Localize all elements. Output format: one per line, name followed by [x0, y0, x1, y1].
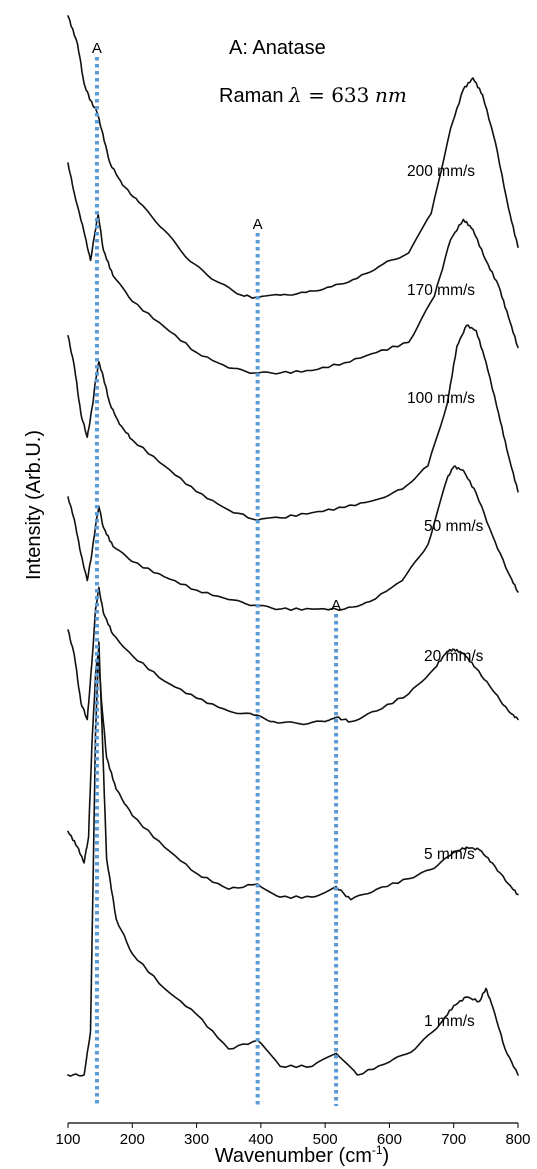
y-axis-title: Intensity (Arb.U.)	[23, 430, 45, 580]
x-tick-label: 800	[505, 1131, 530, 1148]
x-tick-label: 100	[55, 1131, 80, 1148]
x-tick-label: 700	[441, 1131, 466, 1148]
legend-title: A: Anatase	[229, 37, 326, 59]
spectrum-line	[67, 162, 519, 375]
series-label: 1 mm/s	[424, 1013, 475, 1030]
x-tick-label: 600	[377, 1131, 402, 1148]
spectra-curves	[67, 15, 519, 1077]
legend-raman-wavelength: Raman λ = 633 nm	[219, 83, 407, 107]
series-label: 50 mm/s	[424, 518, 484, 535]
spectrum-line	[67, 641, 519, 1077]
series-label: 20 mm/s	[424, 648, 484, 665]
spectrum-line	[67, 651, 519, 901]
series-label: 200 mm/s	[407, 163, 475, 180]
x-tick-label: 400	[248, 1131, 273, 1148]
spectrum-line	[67, 465, 519, 611]
peak-marker-label: A	[92, 40, 102, 57]
spectrum-line	[67, 15, 519, 299]
x-tick-label: 300	[184, 1131, 209, 1148]
x-axis: 100 200 300 400 500 600 700 800	[55, 1122, 531, 1148]
spectrum-line	[67, 324, 519, 522]
series-label: 170 mm/s	[407, 282, 475, 299]
series-label: 100 mm/s	[407, 390, 475, 407]
peak-marker-label: A	[331, 597, 341, 614]
series-label: 5 mm/s	[424, 846, 475, 863]
x-tick-label: 200	[120, 1131, 145, 1148]
x-axis-title: Wavenumber (cm-1)	[215, 1143, 389, 1167]
peak-marker-label: A	[253, 216, 263, 233]
peak-markers: A A A	[92, 40, 341, 1106]
spectrum-line	[67, 586, 519, 726]
series-labels: 200 mm/s 170 mm/s 100 mm/s 50 mm/s 20 mm/s 5 …	[407, 163, 484, 1030]
x-tick-label: 500	[313, 1131, 338, 1148]
